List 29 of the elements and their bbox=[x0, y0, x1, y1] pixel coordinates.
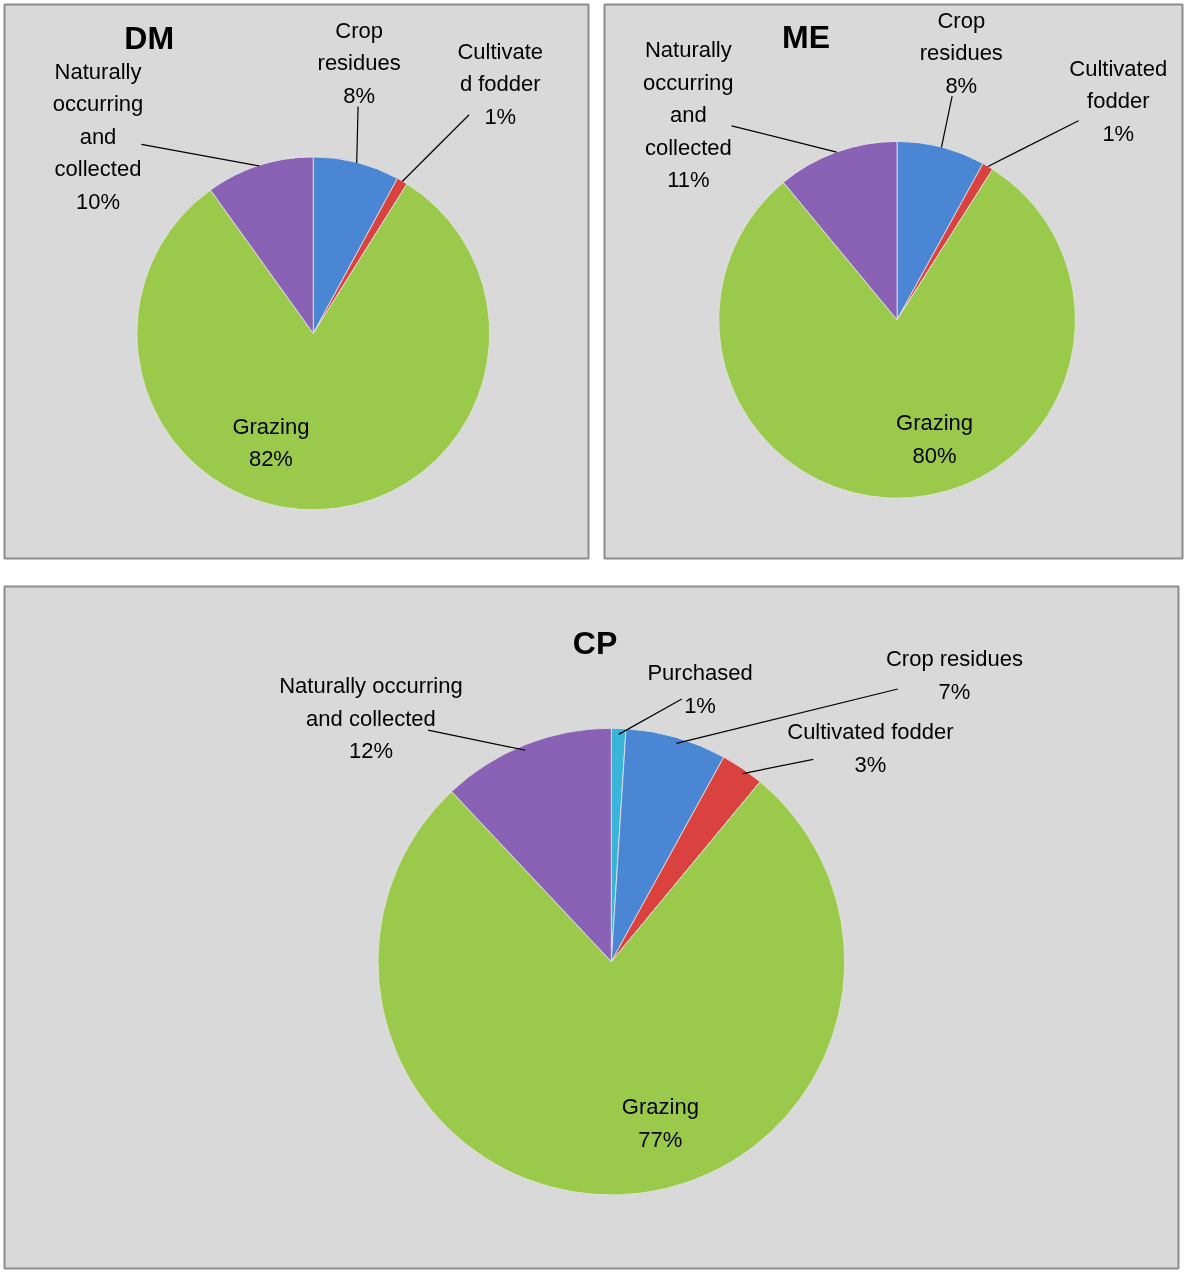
slice-label: Cultivated fodder bbox=[787, 719, 954, 745]
data-label: 77% bbox=[638, 1126, 683, 1152]
data-label: 80% bbox=[912, 442, 957, 468]
slice-label: Naturally occurring and collected bbox=[52, 58, 144, 182]
slice-label: Cultivated fodder bbox=[457, 38, 544, 97]
slice-label: Grazing bbox=[896, 410, 974, 436]
slice-label: Naturally occurring and collected bbox=[643, 37, 734, 160]
data-label: 11% bbox=[667, 167, 710, 193]
data-label: 1% bbox=[684, 692, 716, 718]
data-label: 7% bbox=[938, 678, 971, 704]
data-label: 10% bbox=[75, 188, 121, 214]
slice-label: Crop residues bbox=[317, 17, 401, 76]
data-label: 8% bbox=[945, 72, 978, 98]
slice-label: Naturally occurring and collected bbox=[279, 673, 463, 731]
chart-title: DM bbox=[124, 19, 175, 56]
data-label: 1% bbox=[1102, 120, 1135, 146]
slice-label: Cultivated fodder bbox=[1069, 55, 1168, 114]
data-label: 8% bbox=[343, 82, 376, 108]
data-label: 3% bbox=[854, 751, 887, 777]
data-label: 82% bbox=[248, 446, 293, 472]
data-label: 12% bbox=[348, 738, 393, 764]
slice-label: Grazing bbox=[621, 1094, 699, 1120]
chart-title: ME bbox=[782, 18, 831, 55]
slice-label: Purchased bbox=[647, 660, 753, 686]
slice-label: Grazing bbox=[232, 413, 310, 439]
slice-label: Crop residues bbox=[919, 7, 1003, 66]
data-label: 1% bbox=[484, 103, 517, 129]
slice-label: Crop residues bbox=[885, 646, 1023, 672]
chart-title: CP bbox=[572, 625, 618, 662]
